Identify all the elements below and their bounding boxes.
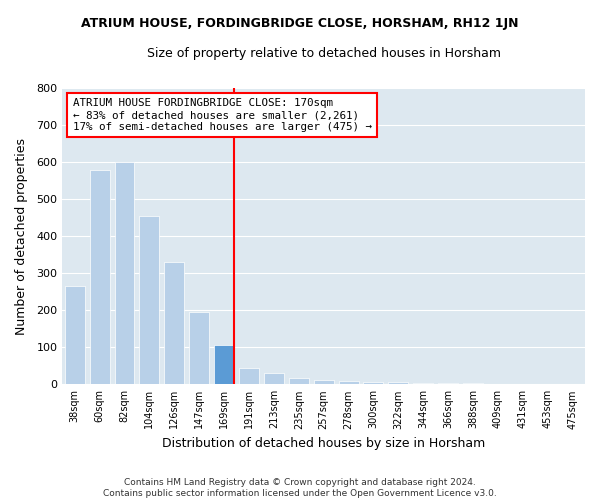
Bar — [189, 312, 209, 384]
Bar — [463, 383, 483, 384]
Title: Size of property relative to detached houses in Horsham: Size of property relative to detached ho… — [146, 48, 500, 60]
Bar — [289, 378, 309, 384]
Bar — [214, 346, 234, 385]
Bar — [413, 383, 433, 384]
X-axis label: Distribution of detached houses by size in Horsham: Distribution of detached houses by size … — [162, 437, 485, 450]
Bar — [89, 170, 110, 384]
Bar — [164, 262, 184, 384]
Bar — [364, 382, 383, 384]
Text: ATRIUM HOUSE FORDINGBRIDGE CLOSE: 170sqm
← 83% of detached houses are smaller (2: ATRIUM HOUSE FORDINGBRIDGE CLOSE: 170sqm… — [73, 98, 372, 132]
Text: ATRIUM HOUSE, FORDINGBRIDGE CLOSE, HORSHAM, RH12 1JN: ATRIUM HOUSE, FORDINGBRIDGE CLOSE, HORSH… — [81, 18, 519, 30]
Bar — [388, 382, 408, 384]
Bar — [314, 380, 334, 384]
Bar — [264, 373, 284, 384]
Text: Contains HM Land Registry data © Crown copyright and database right 2024.
Contai: Contains HM Land Registry data © Crown c… — [103, 478, 497, 498]
Bar — [338, 382, 359, 384]
Bar — [115, 162, 134, 384]
Bar — [65, 286, 85, 384]
Bar — [139, 216, 160, 384]
Bar — [239, 368, 259, 384]
Y-axis label: Number of detached properties: Number of detached properties — [15, 138, 28, 334]
Bar — [438, 383, 458, 384]
